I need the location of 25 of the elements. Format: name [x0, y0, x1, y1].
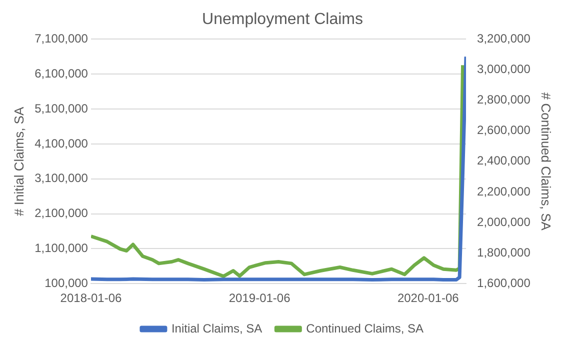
y-tick-label: 100,000 [44, 276, 88, 290]
y2-tick-label: 3,200,000 [477, 32, 531, 46]
y2-tick-label: 3,000,000 [477, 62, 531, 76]
y2-tick-label: 2,800,000 [477, 92, 531, 107]
legend-label: Initial Claims, SA [171, 321, 262, 336]
y-tick-label: 5,100,000 [34, 101, 88, 116]
y2-tick-label: 2,600,000 [477, 123, 531, 138]
legend-label: Continued Claims, SA [306, 321, 424, 336]
y-tick-label: 3,100,000 [34, 171, 88, 186]
x-tick-label: 2018-01-06 [60, 291, 122, 306]
y2-tick-label: 2,400,000 [477, 154, 531, 168]
y2-tick-label: 2,200,000 [477, 184, 531, 198]
y-tick-label: 2,100,000 [34, 206, 88, 220]
x-tick-label: 2020-01-06 [397, 291, 460, 306]
y-tick-label: 4,100,000 [34, 136, 88, 150]
y2-tick-label: 2,000,000 [477, 214, 531, 229]
y2-tick-label: 1,600,000 [477, 276, 531, 290]
y-tick-label: 7,100,000 [34, 32, 88, 46]
y-tick-label: 1,100,000 [34, 241, 88, 255]
y-axis-title: # Initial Claims, SA [11, 106, 26, 216]
y2-axis-title: # Continued Claims, SA [538, 92, 554, 231]
x-tick-label: 2019-01-06 [228, 291, 291, 306]
y-tick-label: 6,100,000 [34, 66, 88, 80]
y2-tick-label: 1,800,000 [477, 245, 531, 260]
chart-title: Unemployment Claims [202, 11, 363, 28]
